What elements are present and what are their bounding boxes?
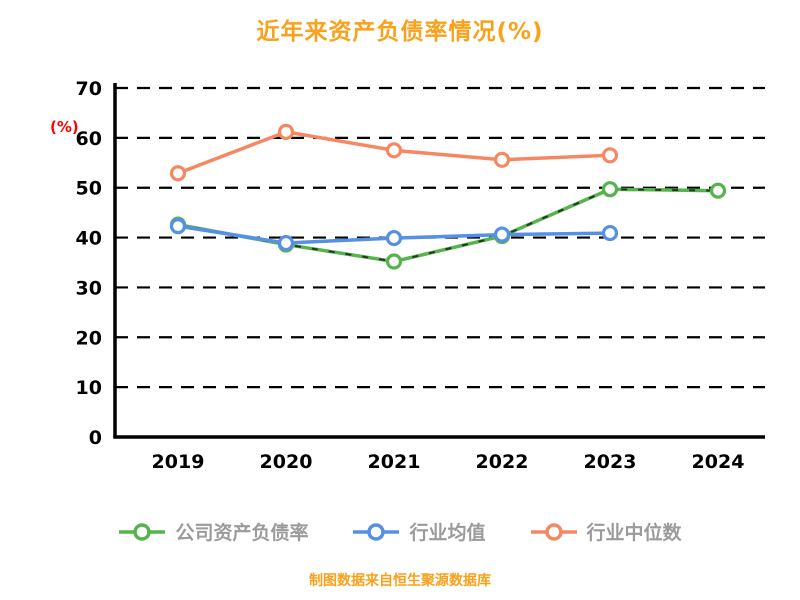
svg-text:2019: 2019 — [152, 451, 205, 473]
svg-text:30: 30 — [76, 277, 102, 299]
svg-text:0: 0 — [89, 427, 102, 449]
y-axis-unit-label: (%) — [50, 118, 79, 136]
legend-label: 行业中位数 — [586, 522, 682, 544]
svg-text:50: 50 — [76, 178, 102, 200]
svg-text:2024: 2024 — [692, 451, 745, 473]
legend-label: 公司资产负债率 — [175, 522, 309, 544]
svg-text:10: 10 — [76, 377, 102, 399]
svg-text:40: 40 — [76, 228, 102, 250]
legend: 公司资产负债率 行业均值 行业中位数 — [0, 518, 800, 545]
svg-text:20: 20 — [76, 327, 102, 349]
svg-text:2023: 2023 — [584, 451, 637, 473]
legend-item-industry-average[interactable]: 行业均值 — [352, 518, 486, 545]
chart-title: 近年来资产负债率情况(%) — [256, 19, 544, 45]
line-marker-icon — [530, 522, 577, 541]
svg-text:60: 60 — [76, 128, 102, 150]
svg-text:2020: 2020 — [260, 451, 313, 473]
legend-item-industry-median[interactable]: 行业中位数 — [530, 518, 682, 545]
svg-text:70: 70 — [76, 78, 102, 100]
legend-label: 行业均值 — [409, 522, 486, 544]
svg-text:2022: 2022 — [476, 451, 529, 473]
line-chart-svg: 0 10 20 30 40 50 60 70 2019 2020 2021 2022 2023 2024 — [76, 78, 765, 473]
data-source-caption: 制图数据来自恒生聚源数据库 — [309, 573, 491, 589]
line-marker-icon — [119, 522, 166, 541]
svg-text:2021: 2021 — [368, 451, 421, 473]
legend-item-company-ratio[interactable]: 公司资产负债率 — [118, 518, 308, 545]
line-marker-icon — [353, 522, 400, 541]
